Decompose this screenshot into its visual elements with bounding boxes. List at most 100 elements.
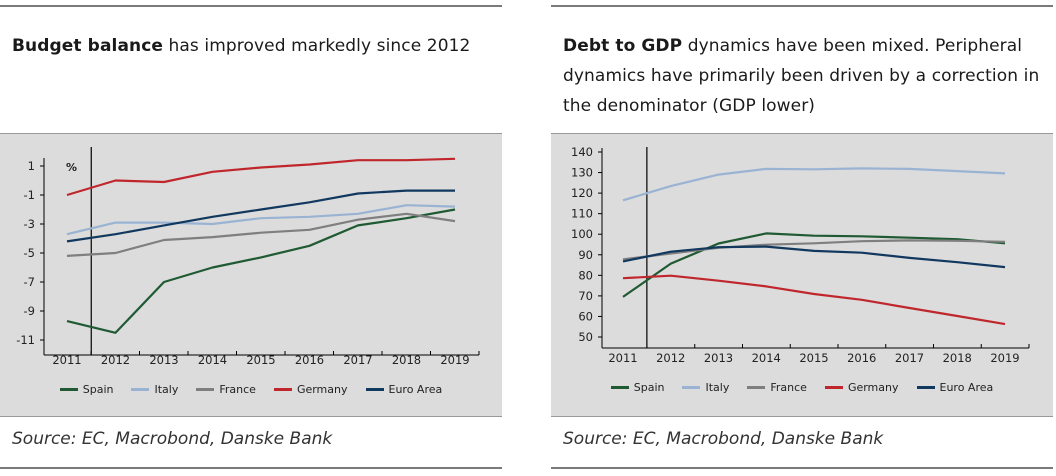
legend-item: Italy — [682, 381, 729, 394]
legend-item: Germany — [824, 381, 899, 394]
y-tick-label: 130 — [571, 166, 593, 180]
series-line-germany — [66, 157, 456, 197]
bottom-rule — [551, 467, 1053, 469]
x-tick-label: 2015 — [799, 351, 828, 365]
y-tick-label: -5 — [24, 246, 35, 260]
x-tick-label: 2016 — [295, 353, 324, 367]
x-tick-label: 2012 — [656, 351, 685, 365]
x-tick-label: 2017 — [895, 351, 924, 365]
x-tick-label: 2011 — [52, 353, 81, 367]
chart-title-bold: Debt to GDP — [563, 36, 683, 56]
x-tick-label: 2017 — [343, 353, 372, 367]
legend-swatch — [916, 386, 935, 389]
y-tick-label: 110 — [571, 207, 593, 221]
y-tick-label: 100 — [571, 227, 593, 241]
series-line-france — [66, 212, 456, 257]
y-tick-label: -3 — [24, 217, 35, 231]
divider — [551, 133, 1053, 134]
legend-label: France — [219, 383, 256, 396]
legend-label: Germany — [847, 381, 899, 394]
x-tick-label: 2011 — [608, 351, 637, 365]
legend-label: Italy — [705, 381, 730, 394]
x-tick-label: 2018 — [392, 353, 421, 367]
y-tick-label: -9 — [24, 304, 35, 318]
legend-label: Italy — [154, 383, 179, 396]
divider — [551, 416, 1053, 417]
legend-item: Germany — [273, 383, 348, 396]
y-tick-label: -11 — [16, 333, 35, 347]
legend-label: Spain — [633, 381, 665, 394]
legend-item: Spain — [59, 383, 114, 396]
y-tick-label: 120 — [571, 186, 593, 200]
x-tick-label: 2018 — [943, 351, 972, 365]
legend-item: Spain — [610, 381, 665, 394]
legend-swatch — [365, 388, 384, 391]
y-tick-label: -1 — [24, 188, 35, 202]
x-tick-label: 2014 — [198, 353, 227, 367]
y-tick-label: 140 — [571, 145, 593, 159]
y-tick-label: 70 — [578, 289, 593, 303]
legend-swatch — [273, 388, 292, 391]
legend-swatch — [824, 386, 843, 389]
divider — [0, 133, 502, 134]
legend-label: Euro Area — [939, 381, 994, 394]
legend: Spain Italy France Germany Euro Area — [0, 383, 502, 396]
legend-swatch — [682, 386, 701, 389]
legend-label: France — [770, 381, 807, 394]
legend-label: Euro Area — [388, 383, 443, 396]
legend-item: France — [747, 381, 807, 394]
legend-swatch — [747, 386, 766, 389]
budget-balance-chart: 1 -1 -3 -5 -7 -9 -11 2011 2012 2013 2014 2015 2016 20… — [16, 147, 480, 367]
chart-background — [551, 134, 1053, 416]
chart-title-rest: dynamics have been mixed. Peripheral dyn… — [563, 36, 1040, 116]
panel-budget-balance: Budget balance has improved markedly sin… — [0, 0, 502, 476]
series-line-spain — [66, 208, 456, 334]
source-note: Source: EC, Macrobond, Danske Bank — [563, 429, 884, 449]
y-tick-label: 90 — [578, 248, 593, 262]
y-tick-label: 80 — [578, 268, 593, 282]
y-tick-label: 50 — [578, 330, 593, 344]
top-rule — [0, 5, 502, 7]
chart-background — [0, 134, 502, 416]
legend-item: Euro Area — [365, 383, 443, 396]
legend-swatch — [59, 388, 78, 391]
legend-swatch — [131, 388, 150, 391]
legend: Spain Italy France Germany Euro Area — [551, 381, 1053, 394]
source-note: Source: EC, Macrobond, Danske Bank — [12, 429, 333, 449]
chart-title: Debt to GDP dynamics have been mixed. Pe… — [563, 31, 1048, 121]
legend-label: Germany — [296, 383, 348, 396]
x-tick-label: 2014 — [752, 351, 781, 365]
series-line-spain — [622, 232, 1006, 298]
legend-item: France — [196, 383, 256, 396]
legend-item: Italy — [131, 383, 178, 396]
series-line-germany — [622, 274, 1006, 326]
panel-debt-to-gdp: Debt to GDP dynamics have been mixed. Pe… — [551, 0, 1053, 476]
y-tick-label: 1 — [28, 159, 35, 173]
unit-label: % — [66, 161, 77, 174]
x-tick-label: 2016 — [847, 351, 876, 365]
debt-to-gdp-chart: 140 130 120 110 100 90 80 70 60 50 2011 2012 2013 201… — [571, 145, 1030, 365]
x-tick-label: 2012 — [101, 353, 130, 367]
series-line-euro-area — [622, 245, 1006, 269]
series-line-france — [622, 239, 1006, 261]
series-line-italy — [622, 167, 1006, 202]
chart-title-rest: has improved markedly since 2012 — [163, 36, 471, 56]
legend-swatch — [610, 386, 629, 389]
bottom-rule — [0, 467, 502, 469]
series-line-euro-area — [66, 189, 455, 243]
divider — [0, 416, 502, 417]
legend-item: Euro Area — [916, 381, 994, 394]
legend-label: Spain — [82, 383, 114, 396]
x-tick-label: 2015 — [246, 353, 275, 367]
y-tick-label: -7 — [24, 275, 35, 289]
y-tick-label: 60 — [578, 309, 593, 323]
x-tick-label: 2019 — [440, 353, 469, 367]
chart-title: Budget balance has improved markedly sin… — [12, 31, 497, 61]
x-tick-label: 2013 — [149, 353, 178, 367]
series-line-italy — [66, 204, 456, 236]
chart-title-bold: Budget balance — [12, 36, 164, 56]
x-tick-label: 2013 — [704, 351, 733, 365]
x-tick-label: 2019 — [990, 351, 1019, 365]
legend-swatch — [196, 388, 215, 391]
top-rule — [551, 5, 1053, 7]
